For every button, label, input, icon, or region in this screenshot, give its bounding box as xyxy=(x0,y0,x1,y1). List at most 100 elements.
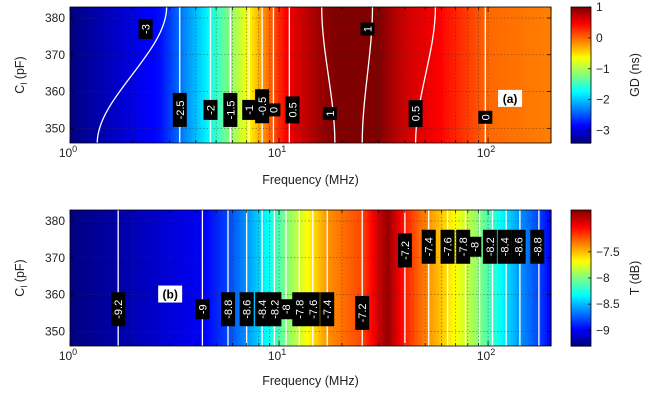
heatmap-cell xyxy=(190,7,193,143)
heatmap-cell xyxy=(274,7,278,143)
heatmap-cell xyxy=(322,7,326,143)
colorbar-cell xyxy=(571,241,591,245)
heatmap-cell xyxy=(148,7,151,143)
colorbar-cell xyxy=(571,295,591,298)
heatmap-cell xyxy=(250,210,253,346)
heatmap-cell xyxy=(282,210,286,346)
colorbar-cell xyxy=(571,87,591,91)
contour-label-box xyxy=(172,92,187,127)
heatmap-cell xyxy=(284,7,288,143)
heatmap-cell xyxy=(372,7,376,143)
heatmap-cell xyxy=(94,210,97,346)
heatmap-cell xyxy=(202,7,205,143)
heatmap-cell xyxy=(456,210,460,346)
colorbar-cell xyxy=(571,222,591,226)
heatmap-cell xyxy=(152,210,155,346)
heatmap-cell xyxy=(204,210,207,346)
colorbar-cell xyxy=(571,233,591,237)
heatmap-cell xyxy=(152,7,155,143)
heatmap-cell xyxy=(336,7,340,143)
heatmap-cell xyxy=(374,210,378,346)
heatmap-cell xyxy=(446,7,450,143)
contour-label-text: -0.5 xyxy=(257,97,269,116)
heatmap-cell xyxy=(328,7,332,143)
heatmap-cell xyxy=(388,7,392,143)
heatmap-cell xyxy=(240,210,243,346)
colorbar-cell xyxy=(571,229,591,232)
heatmap-cell xyxy=(398,7,402,143)
heatmap-cell xyxy=(338,210,342,346)
heatmap-cell xyxy=(102,210,105,346)
colorbar-cell xyxy=(571,261,591,264)
colorbar-cell xyxy=(571,38,591,42)
heatmap-cell xyxy=(320,7,324,143)
heatmap-cell xyxy=(540,210,544,346)
heatmap-cell xyxy=(208,210,211,346)
heatmap-cell xyxy=(546,7,550,143)
heatmap-cell xyxy=(308,7,312,143)
colorbar-label: GD (ns) xyxy=(628,53,642,97)
heatmap-cell xyxy=(306,210,310,346)
heatmap-cell xyxy=(300,7,304,143)
heatmap-cell xyxy=(180,7,183,143)
heatmap-cell xyxy=(70,210,73,346)
heatmap-cell xyxy=(438,7,442,143)
heatmap-cell xyxy=(102,7,105,143)
contour-label-text: -8.2 xyxy=(485,237,497,256)
heatmap-cell xyxy=(426,7,430,143)
heatmap-cell xyxy=(330,7,334,143)
heatmap-cell xyxy=(282,7,286,143)
heatmap-cell xyxy=(428,7,432,143)
heatmap-cell xyxy=(346,210,350,346)
contour-label-text: -8.6 xyxy=(514,237,526,256)
heatmap-cell xyxy=(70,7,73,143)
colorbar-cell xyxy=(571,70,591,74)
heatmap-cell xyxy=(90,7,93,143)
heatmap-cell xyxy=(374,7,378,143)
heatmap-cell xyxy=(416,7,420,143)
heatmap-cell xyxy=(220,7,223,143)
contour-label: -8.8 xyxy=(530,229,545,264)
heatmap-cell xyxy=(542,210,546,346)
y-axis-label-sub: l xyxy=(19,83,29,85)
heatmap-cell xyxy=(206,210,209,346)
y-axis-label-wrap: Cl (pF) xyxy=(13,259,29,296)
colorbar-cell xyxy=(571,26,591,29)
colorbar-cell xyxy=(571,53,591,57)
colorbar-cell xyxy=(571,55,591,59)
heatmap-cell xyxy=(440,210,444,346)
heatmap-cell xyxy=(474,210,478,346)
contour-label-text: 0 xyxy=(480,114,492,120)
heatmap-cell xyxy=(490,7,494,143)
heatmap-cell xyxy=(408,7,412,143)
heatmap-cell xyxy=(392,210,396,346)
heatmap-cell xyxy=(124,7,127,143)
colorbar-tick-label: 1 xyxy=(596,0,603,14)
heatmap-cell xyxy=(96,7,99,143)
heatmap-cell xyxy=(502,7,506,143)
heatmap-cell xyxy=(466,210,470,346)
heatmap-cell xyxy=(176,7,179,143)
heatmap-cell xyxy=(426,210,430,346)
heatmap-cell xyxy=(506,210,510,346)
heatmap-cell xyxy=(370,7,374,143)
heatmap-cell xyxy=(84,210,87,346)
heatmap-cell xyxy=(464,7,468,143)
heatmap-cell xyxy=(184,7,187,143)
contour-label-box xyxy=(279,299,294,320)
heatmap-cell xyxy=(420,210,424,346)
colorbar-cell xyxy=(571,343,591,347)
heatmap-cell xyxy=(480,210,484,346)
heatmap-cell xyxy=(316,7,320,143)
colorbar-cell xyxy=(571,280,591,283)
colorbar-cell xyxy=(571,329,591,332)
contour-label-box xyxy=(255,89,270,124)
contour-label-text: -8.8 xyxy=(532,237,544,256)
heatmap-cell xyxy=(488,7,492,143)
heatmap-cell xyxy=(448,210,452,346)
colorbar-tick-label: −8 xyxy=(596,271,610,285)
heatmap-cell xyxy=(314,7,318,143)
colorbar-cell xyxy=(571,128,591,131)
heatmap-cell xyxy=(482,7,486,143)
colorbar-cell xyxy=(571,335,591,339)
